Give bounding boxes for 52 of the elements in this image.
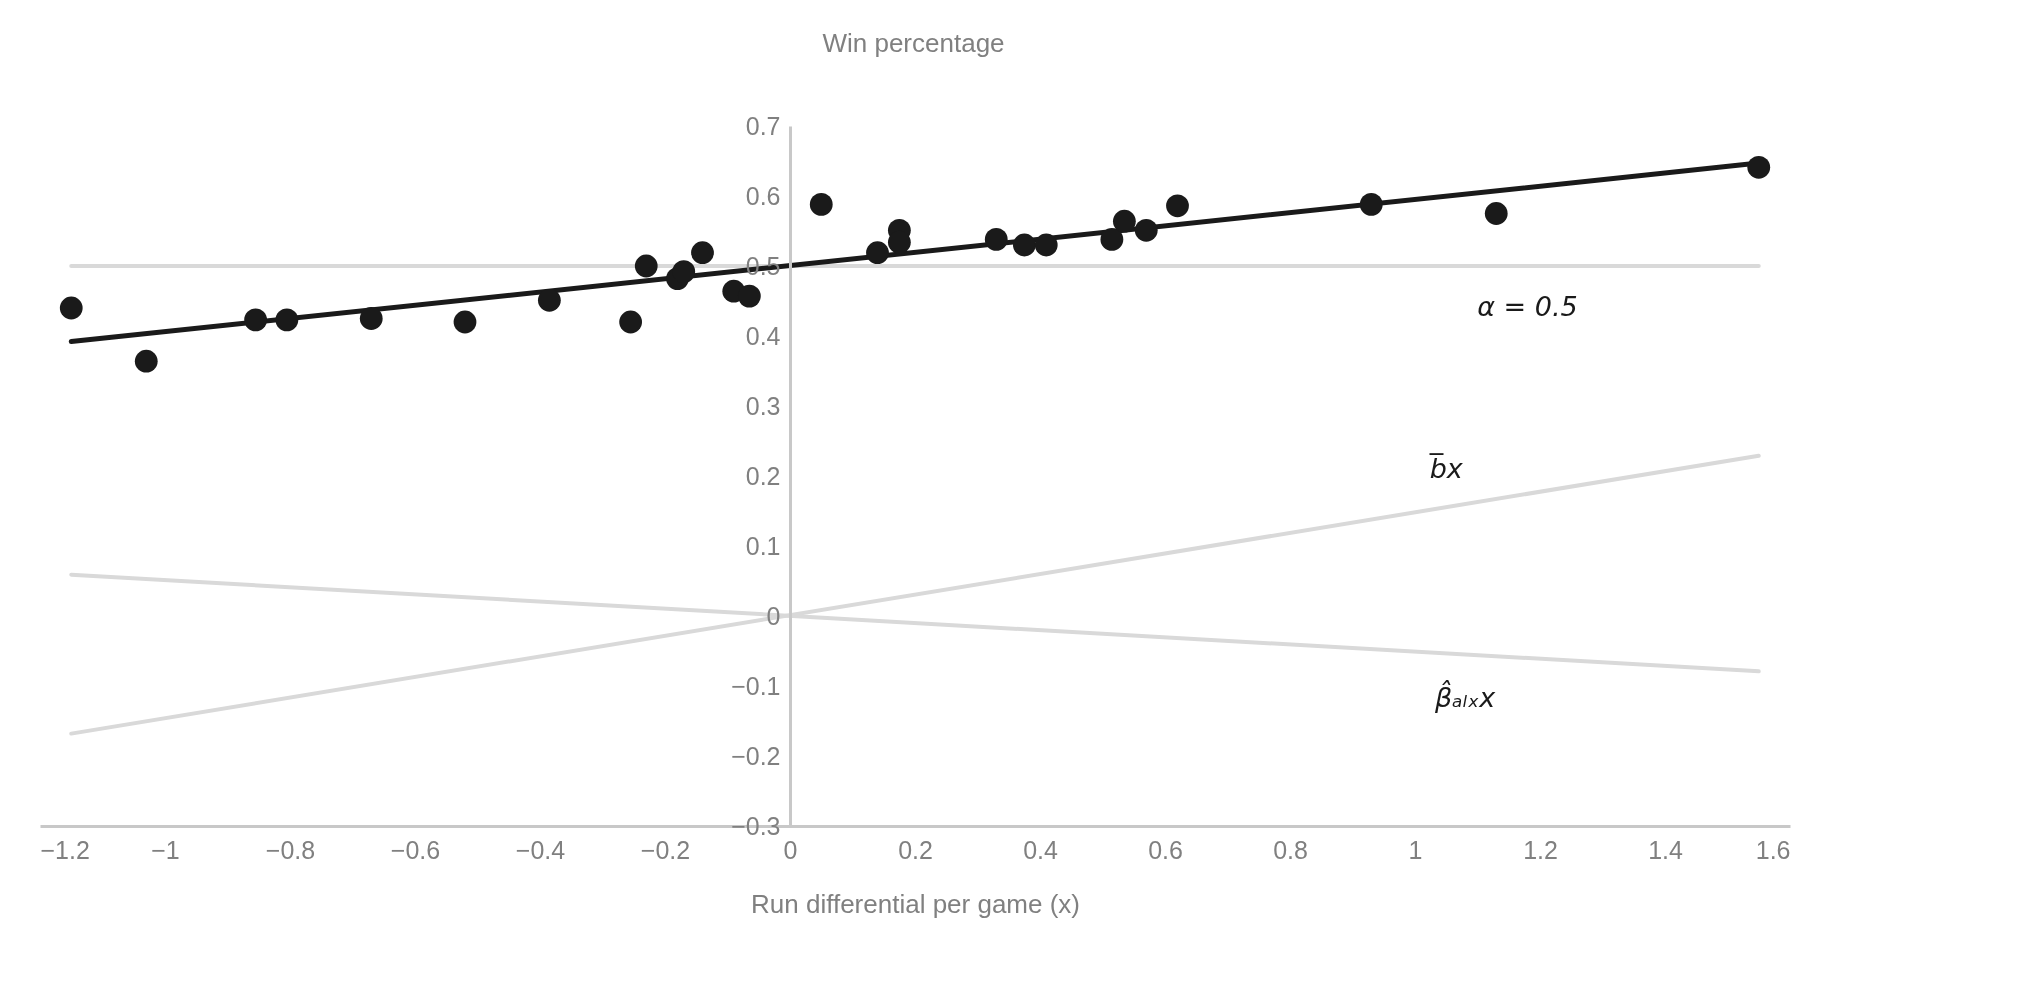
x-tick-label: −0.6 [390, 835, 441, 864]
point [359, 307, 383, 330]
x-tick-label: −1.2 [40, 835, 90, 864]
point [984, 228, 1008, 251]
point [866, 241, 889, 265]
y-tick-label: 0.3 [745, 391, 781, 420]
annotation: b̅x [1429, 452, 1464, 484]
point [737, 284, 761, 308]
point [1166, 194, 1189, 218]
y-tick-label: 0.7 [745, 111, 781, 140]
point [1359, 193, 1383, 216]
point [1100, 228, 1124, 251]
y-tick-label: 0 [766, 601, 781, 630]
x-tick-label: 0.6 [1148, 835, 1183, 864]
x-tick-label: 0.8 [1273, 835, 1308, 864]
x-tick-label: 1.2 [1523, 835, 1558, 864]
point [134, 349, 158, 373]
y-tick-label: 0.6 [745, 181, 781, 210]
point [453, 310, 477, 334]
y-tick-label: −0.2 [731, 741, 781, 770]
x-tick-label: 1.4 [1648, 835, 1683, 864]
x-axis-title: Run differential per game (x) [750, 888, 1081, 919]
point [1034, 233, 1058, 257]
x-tick-label: −1 [151, 835, 180, 864]
point [59, 296, 83, 320]
y-tick-label: 0.2 [745, 461, 781, 490]
y-tick-label: −0.3 [731, 811, 781, 840]
point [634, 254, 658, 278]
y-tick-label: 0.1 [745, 531, 781, 560]
x-tick-label: 1 [1408, 835, 1423, 864]
x-tick-label: −0.8 [265, 835, 316, 864]
x-tick-label: −0.2 [640, 835, 691, 864]
annotation: α = 0.5 [1477, 291, 1578, 322]
x-tick-label: 0.2 [898, 835, 933, 864]
y-tick-label: −0.1 [731, 671, 781, 700]
point [619, 310, 643, 334]
point [275, 308, 299, 332]
y-tick-label: 0.4 [745, 321, 781, 350]
y-axis-title: Win percentage [822, 27, 1005, 58]
annotation: β̂ₐₗₓx [1433, 679, 1497, 713]
point [1484, 202, 1508, 225]
point [1134, 218, 1158, 242]
point [672, 260, 696, 283]
point [809, 193, 833, 216]
x-tick-label: 0.4 [1023, 835, 1058, 864]
point [1112, 209, 1136, 233]
x-tick-label: −0.4 [515, 835, 566, 864]
x-tick-label: 1.6 [1755, 835, 1791, 864]
point [244, 308, 268, 332]
point [1012, 233, 1036, 257]
point [691, 241, 714, 265]
point [1747, 155, 1771, 179]
